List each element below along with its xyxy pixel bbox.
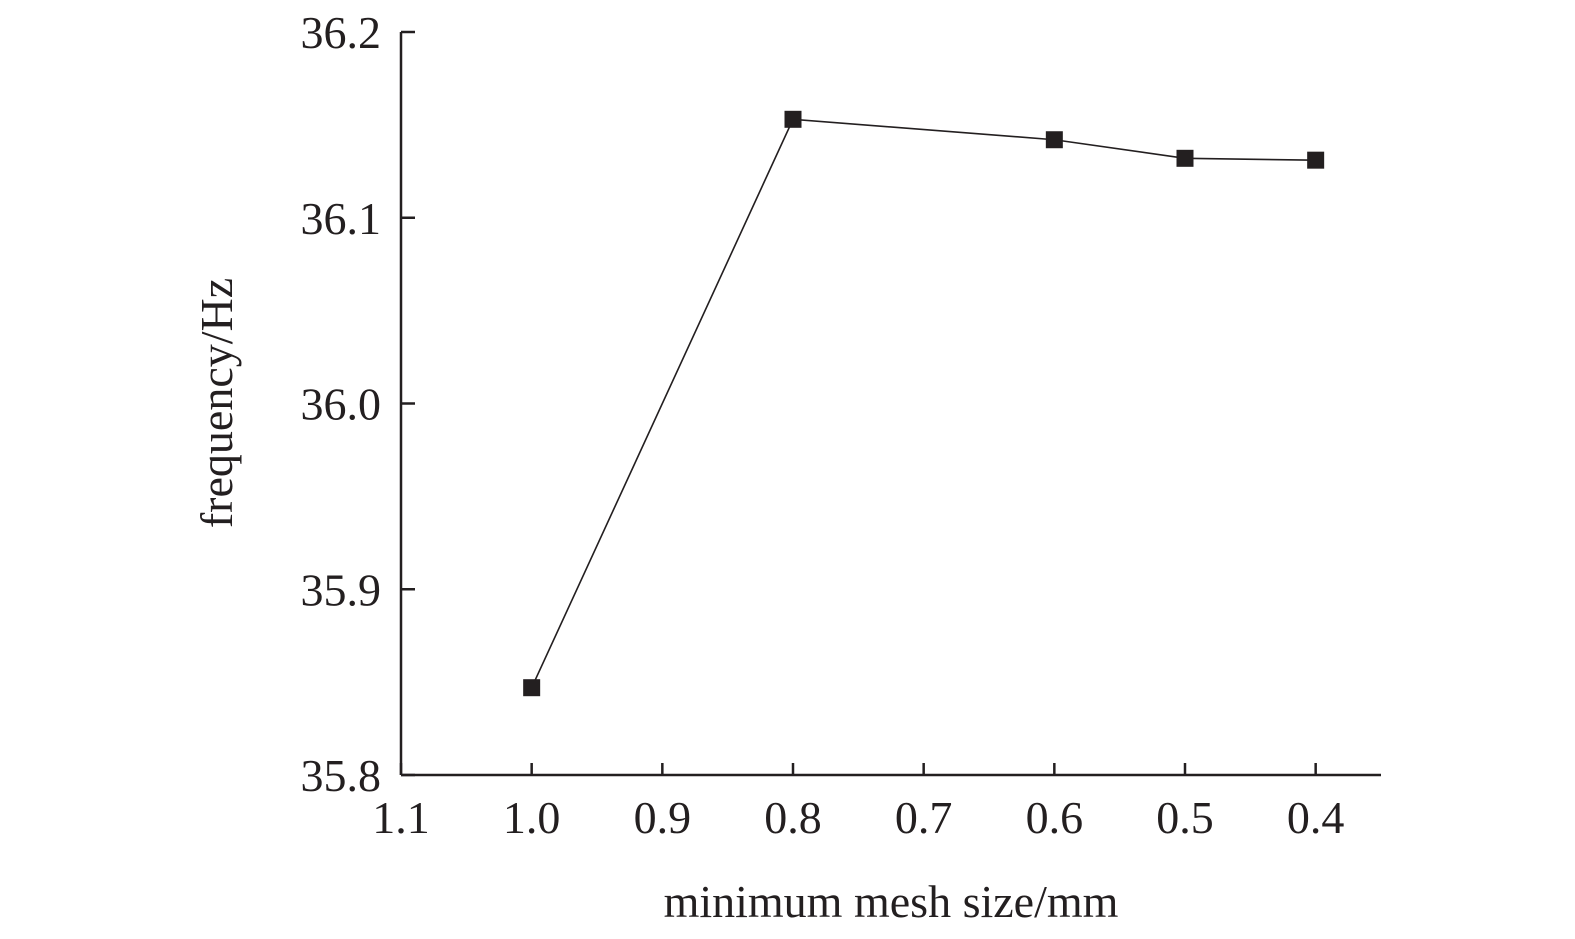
x-tick-label: 0.7 — [895, 792, 953, 843]
data-point — [523, 679, 541, 697]
y-axis-title: frequency/Hz — [191, 278, 242, 528]
x-ticks: 1.1 1.0 0.9 0.8 0.7 0.6 0.5 0.4 — [372, 763, 1344, 843]
x-tick-label: 0.6 — [1026, 792, 1084, 843]
axes — [399, 32, 1381, 777]
data-point — [784, 110, 802, 128]
y-tick-label: 36.0 — [301, 379, 382, 430]
series — [523, 110, 1325, 697]
x-tick-label: 0.5 — [1156, 792, 1214, 843]
y-tick-label: 36.1 — [301, 193, 382, 244]
data-point — [1176, 149, 1194, 167]
data-point — [1307, 151, 1325, 169]
x-tick-label: 1.0 — [503, 792, 561, 843]
data-point — [1045, 131, 1063, 149]
x-axis-title: minimum mesh size/mm — [664, 876, 1119, 927]
y-ticks: 35.8 35.9 36.0 36.1 36.2 — [301, 7, 415, 801]
y-tick-label: 35.8 — [301, 750, 382, 801]
series-line — [530, 118, 1316, 689]
x-tick-label: 1.1 — [372, 792, 430, 843]
x-tick-label: 0.4 — [1287, 792, 1345, 843]
x-tick-label: 0.8 — [764, 792, 822, 843]
y-tick-label: 36.2 — [301, 7, 382, 58]
x-tick-label: 0.9 — [634, 792, 692, 843]
y-tick-label: 35.9 — [301, 564, 382, 615]
